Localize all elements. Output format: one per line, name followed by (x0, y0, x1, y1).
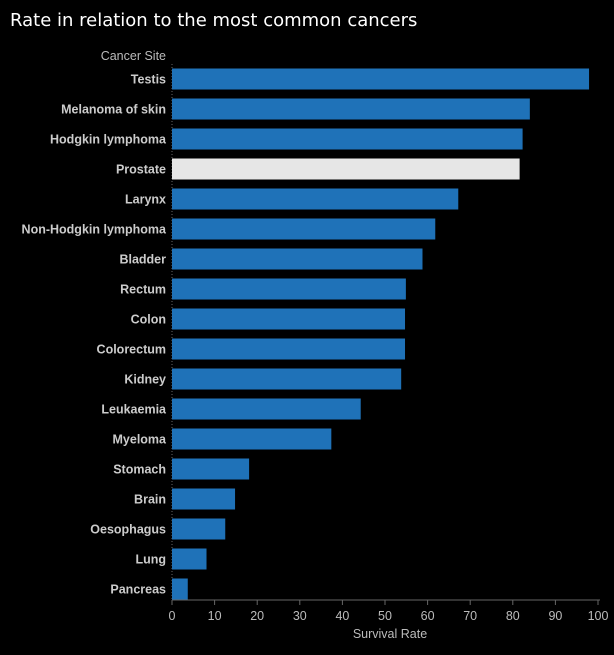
category-label-hodgkin-lymphoma: Hodgkin lymphoma (50, 133, 167, 147)
bar-pancreas (172, 578, 188, 600)
x-tick-label: 70 (463, 609, 477, 623)
bar-oesophagus (172, 518, 226, 540)
x-tick-label: 30 (293, 609, 307, 623)
category-label-bladder: Bladder (119, 253, 166, 267)
x-tick-label: 90 (548, 609, 562, 623)
bar-prostate (172, 158, 520, 180)
bar-non-hodgkin-lymphoma (172, 218, 436, 240)
category-label-stomach: Stomach (113, 463, 166, 477)
x-tick-label: 80 (506, 609, 520, 623)
bar-lung (172, 548, 207, 570)
bar-brain (172, 488, 236, 510)
category-label-non-hodgkin-lymphoma: Non-Hodgkin lymphoma (22, 223, 167, 237)
category-label-rectum: Rectum (120, 283, 166, 297)
category-label-colorectum: Colorectum (97, 343, 166, 357)
category-label-testis: Testis (131, 73, 166, 87)
x-tick-label: 50 (378, 609, 392, 623)
x-tick-label: 20 (250, 609, 264, 623)
x-tick-label: 0 (169, 609, 176, 623)
bar-stomach (172, 458, 250, 480)
x-tick-label: 100 (588, 609, 609, 623)
category-label-lung: Lung (135, 553, 166, 567)
category-label-pancreas: Pancreas (110, 583, 166, 597)
category-label-leukaemia: Leukaemia (101, 403, 167, 417)
category-label-oesophagus: Oesophagus (90, 523, 166, 537)
bar-hodgkin-lymphoma (172, 128, 523, 150)
category-label-prostate: Prostate (116, 163, 166, 177)
chart-title: Rate in relation to the most common canc… (10, 10, 418, 31)
x-tick-label: 60 (421, 609, 435, 623)
bar-larynx (172, 188, 459, 210)
category-label-brain: Brain (134, 493, 166, 507)
category-label-larynx: Larynx (125, 193, 166, 207)
bar-bladder (172, 248, 423, 270)
bar-melanoma-of-skin (172, 98, 530, 120)
x-tick-label: 40 (335, 609, 349, 623)
bar-myeloma (172, 428, 332, 450)
bar-leukaemia (172, 398, 361, 420)
bar-colorectum (172, 338, 406, 360)
category-label-colon: Colon (131, 313, 166, 327)
category-label-melanoma-of-skin: Melanoma of skin (61, 103, 166, 117)
category-label-kidney: Kidney (124, 373, 166, 387)
bar-kidney (172, 368, 402, 390)
x-tick-label: 10 (208, 609, 222, 623)
x-axis-title: Survival Rate (353, 627, 427, 641)
category-axis-title: Cancer Site (101, 49, 166, 63)
bar-rectum (172, 278, 406, 300)
bar-testis (172, 68, 590, 90)
category-label-myeloma: Myeloma (113, 433, 168, 447)
bar-colon (172, 308, 406, 330)
